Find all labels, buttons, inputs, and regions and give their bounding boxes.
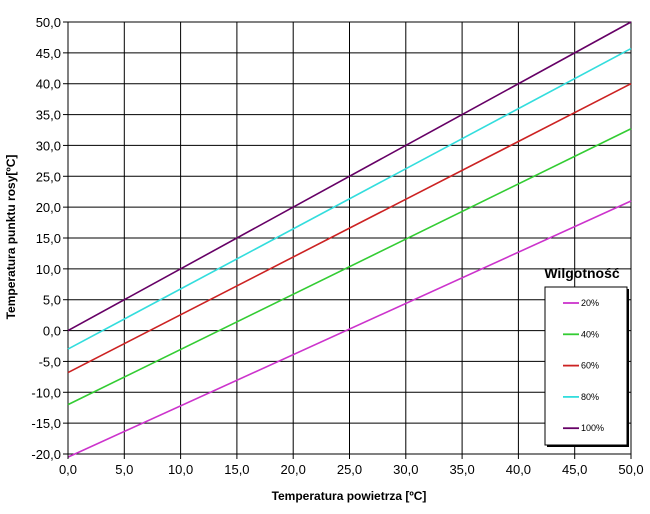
legend-label: 100%: [581, 423, 604, 433]
y-tick-label: -10,0: [31, 385, 61, 400]
y-tick-label: -5,0: [39, 354, 61, 369]
x-tick-label: 35,0: [449, 462, 474, 477]
legend: 20% 40% 60% 80% 100%: [544, 286, 629, 447]
x-axis-ticks: 0,0 5,0 10,0 15,0 20,0 25,0 30,0 35,0 40,0 45,0 50…: [59, 454, 644, 477]
x-axis-title: Temperatura powietrza [ºC]: [272, 489, 427, 503]
legend-label: 40%: [581, 329, 599, 339]
x-tick-label: 40,0: [506, 462, 531, 477]
x-tick-label: 5,0: [115, 462, 133, 477]
x-tick-label: 45,0: [562, 462, 587, 477]
y-tick-label: 0,0: [43, 324, 61, 339]
x-tick-label: 50,0: [618, 462, 643, 477]
y-tick-label: 40,0: [36, 77, 61, 92]
series-line-40pct: [67, 128, 632, 406]
legend-title: Wilgotność: [544, 265, 620, 281]
y-tick-label: 5,0: [43, 293, 61, 308]
x-tick-label: 20,0: [281, 462, 306, 477]
x-tick-label: 25,0: [337, 462, 362, 477]
y-tick-label: -20,0: [31, 447, 61, 462]
x-tick-label: 0,0: [59, 462, 77, 477]
series-line-100pct: [67, 21, 632, 332]
x-tick-label: 10,0: [168, 462, 193, 477]
x-tick-label: 15,0: [224, 462, 249, 477]
y-axis-title: Temperatura punktu rosy[ºC]: [4, 155, 18, 320]
y-tick-label: 50,0: [36, 15, 61, 30]
y-axis-ticks: -20,0 -15,0 -10,0 -5,0 0,0 5,0 10,0 15,0 20,0 25,…: [31, 15, 68, 462]
y-tick-label: 20,0: [36, 200, 61, 215]
y-tick-label: 30,0: [36, 138, 61, 153]
y-tick-label: 25,0: [36, 169, 61, 184]
series-line-60pct: [67, 83, 632, 374]
series-line-80pct: [67, 47, 632, 350]
series-line-20pct: [67, 200, 632, 458]
legend-box: [544, 286, 628, 446]
y-tick-label: 35,0: [36, 108, 61, 123]
series-lines: [67, 21, 632, 458]
y-tick-label: -15,0: [31, 416, 61, 431]
legend-label: 60%: [581, 361, 599, 371]
y-tick-label: 45,0: [36, 46, 61, 61]
legend-label: 80%: [581, 392, 599, 402]
legend-label: 20%: [581, 298, 599, 308]
y-tick-label: 15,0: [36, 231, 61, 246]
x-tick-label: 30,0: [393, 462, 418, 477]
y-tick-label: 10,0: [36, 262, 61, 277]
